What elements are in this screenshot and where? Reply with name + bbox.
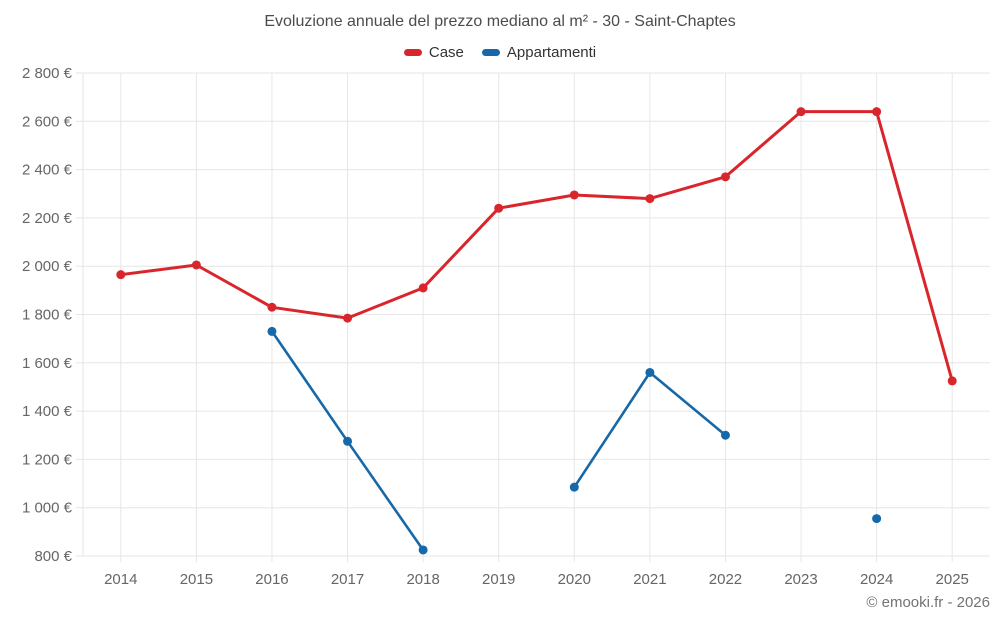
data-point-appartamenti-2021[interactable] bbox=[645, 367, 655, 377]
data-point-case-2023[interactable] bbox=[796, 107, 806, 117]
y-axis-tick-label: 1 800 € bbox=[22, 307, 73, 324]
x-axis-tick-label: 2017 bbox=[331, 571, 364, 588]
data-point-case-2015[interactable] bbox=[191, 260, 201, 270]
y-axis-tick-label: 800 € bbox=[34, 548, 72, 565]
data-point-appartamenti-2018[interactable] bbox=[418, 545, 428, 555]
x-axis-tick-label: 2014 bbox=[104, 571, 137, 588]
data-point-case-2024[interactable] bbox=[872, 107, 882, 117]
y-axis-tick-label: 2 200 € bbox=[22, 210, 73, 227]
x-axis-tick-label: 2021 bbox=[633, 571, 666, 588]
y-axis-tick-label: 2 000 € bbox=[22, 258, 73, 275]
data-point-appartamenti-2017[interactable] bbox=[343, 436, 353, 446]
legend-label-appartamenti: Appartamenti bbox=[506, 44, 597, 61]
legend-label-case: Case bbox=[428, 44, 464, 61]
x-axis-tick-label: 2022 bbox=[709, 571, 742, 588]
data-point-appartamenti-2020[interactable] bbox=[569, 482, 579, 492]
data-point-case-2019[interactable] bbox=[494, 203, 504, 213]
data-point-case-2021[interactable] bbox=[645, 194, 655, 204]
y-axis-tick-label: 1 400 € bbox=[22, 403, 73, 420]
x-axis-tick-label: 2020 bbox=[558, 571, 591, 588]
data-point-appartamenti-2022[interactable] bbox=[720, 430, 730, 440]
x-axis-tick-label: 2023 bbox=[784, 571, 817, 588]
data-point-case-2018[interactable] bbox=[418, 283, 428, 293]
y-axis-tick-label: 2 400 € bbox=[22, 162, 73, 179]
data-point-case-2022[interactable] bbox=[720, 172, 730, 182]
legend-item-appartamenti[interactable]: Appartamenti bbox=[481, 44, 597, 61]
y-axis-tick-label: 2 600 € bbox=[22, 113, 73, 130]
copyright: © emooki.fr - 2026 bbox=[866, 594, 990, 611]
data-point-appartamenti-2024[interactable] bbox=[872, 514, 882, 524]
legend-swatch-case-icon bbox=[403, 49, 422, 56]
x-axis-tick-label: 2024 bbox=[860, 571, 893, 588]
legend-swatch-appartamenti-icon bbox=[481, 49, 500, 56]
chart-title: Evoluzione annuale del prezzo mediano al… bbox=[264, 13, 736, 30]
x-axis-tick-label: 2018 bbox=[406, 571, 439, 588]
x-axis-tick-label: 2015 bbox=[180, 571, 213, 588]
data-point-case-2025[interactable] bbox=[947, 376, 957, 386]
data-point-appartamenti-2016[interactable] bbox=[267, 326, 277, 336]
data-point-case-2014[interactable] bbox=[116, 270, 126, 280]
legend: Case Appartamenti bbox=[0, 44, 1000, 61]
y-axis-tick-label: 1 600 € bbox=[22, 355, 73, 372]
x-axis-tick-label: 2025 bbox=[936, 571, 969, 588]
x-axis-tick-label: 2016 bbox=[255, 571, 288, 588]
y-axis-tick-label: 1 000 € bbox=[22, 500, 73, 517]
x-axis-tick-label: 2019 bbox=[482, 571, 515, 588]
y-axis-tick-label: 1 200 € bbox=[22, 451, 73, 468]
data-point-case-2020[interactable] bbox=[569, 190, 579, 200]
data-point-case-2016[interactable] bbox=[267, 302, 277, 312]
series-line-case bbox=[119, 110, 954, 383]
data-point-case-2017[interactable] bbox=[343, 313, 353, 323]
legend-item-case[interactable]: Case bbox=[403, 44, 464, 61]
y-axis-tick-label: 2 800 € bbox=[22, 65, 73, 82]
